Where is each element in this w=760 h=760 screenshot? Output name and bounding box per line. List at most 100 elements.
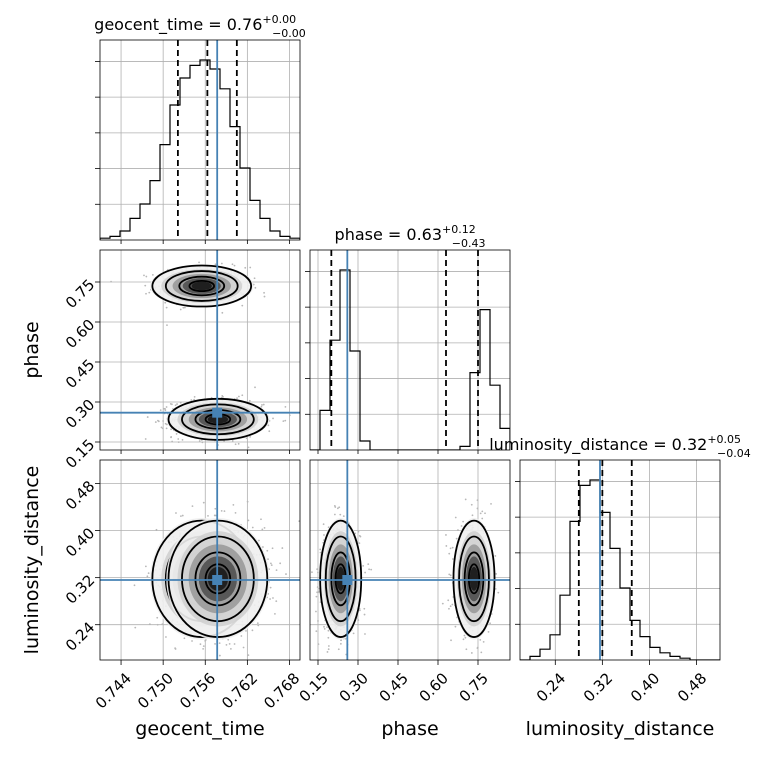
scatter-geocent_time-vs-luminosity_distance — [100, 460, 300, 660]
sample-point — [495, 573, 498, 575]
sample-point — [319, 551, 322, 554]
sample-point — [241, 304, 244, 307]
sample-point — [249, 266, 252, 269]
sample-point — [441, 602, 444, 605]
y-tick-label-phase: 0.45 — [62, 356, 98, 392]
x-axis-label-luminosity_distance: luminosity_distance — [526, 718, 715, 740]
sample-point — [279, 562, 282, 565]
x-tick-label-luminosity_distance: 0.48 — [674, 669, 710, 705]
sample-point — [323, 534, 325, 536]
sample-point — [319, 548, 322, 551]
sample-point — [342, 515, 345, 518]
sample-point — [202, 501, 205, 504]
sample-point — [481, 517, 484, 520]
sample-point — [318, 590, 321, 593]
sample-point — [323, 625, 325, 628]
sample-point — [494, 555, 497, 557]
sample-point — [482, 640, 485, 643]
contour-line — [188, 279, 216, 293]
title-plus: +0.00 — [262, 13, 296, 26]
sample-point — [246, 500, 249, 503]
sample-point — [134, 626, 137, 629]
sample-point — [333, 513, 336, 516]
sample-point — [479, 512, 482, 515]
sample-point — [260, 405, 263, 408]
sample-point — [160, 426, 163, 429]
title-minus: −0.43 — [452, 237, 486, 250]
sample-point — [182, 306, 185, 309]
sample-point — [449, 605, 452, 608]
sample-point — [357, 619, 360, 621]
sample-point — [454, 516, 457, 519]
contour-line — [463, 551, 485, 607]
sample-point — [220, 509, 223, 512]
sample-point — [323, 628, 326, 630]
sample-point — [363, 613, 366, 616]
sample-point — [177, 438, 180, 440]
sample-point — [261, 404, 263, 406]
sample-point — [448, 573, 451, 576]
y-tick-label-luminosity_distance: 0.24 — [62, 618, 98, 654]
sample-point — [202, 647, 205, 650]
sample-point — [232, 504, 235, 506]
sample-point — [462, 520, 465, 523]
sample-point — [284, 419, 287, 422]
sample-point — [257, 624, 260, 627]
sample-point — [268, 430, 271, 433]
x-tick-label-luminosity_distance: 0.40 — [627, 669, 663, 705]
sample-point — [164, 422, 167, 425]
density-level — [469, 566, 479, 591]
sample-point — [465, 648, 468, 651]
diag-frame-geocent_time — [99, 39, 301, 241]
sample-point — [363, 607, 366, 610]
sample-point — [311, 571, 313, 574]
sample-point — [183, 637, 186, 640]
contour-line — [319, 519, 363, 638]
y-tick-label-luminosity_distance: 0.48 — [62, 477, 98, 513]
x-tick-label-phase: 0.45 — [376, 669, 412, 705]
sample-point — [454, 625, 457, 628]
sample-point — [245, 437, 248, 440]
sample-point — [154, 421, 157, 423]
sample-point — [177, 441, 180, 444]
sample-point — [457, 529, 459, 531]
sample-point — [162, 420, 165, 422]
sample-point — [247, 519, 250, 522]
sample-point — [284, 405, 287, 408]
sample-point — [445, 534, 447, 536]
y-axis-label-luminosity_distance: luminosity_distance — [21, 466, 43, 655]
sample-point — [165, 406, 168, 408]
scatter-phase-vs-luminosity_distance — [310, 460, 510, 660]
sample-point — [144, 565, 147, 568]
truth-marker — [342, 575, 353, 585]
sample-point — [460, 525, 463, 527]
sample-point — [254, 386, 256, 389]
sample-point — [334, 506, 337, 508]
sample-point — [242, 646, 245, 649]
sample-point — [170, 428, 172, 431]
sample-point — [338, 506, 341, 509]
sample-point — [175, 512, 177, 514]
sample-point — [166, 324, 168, 327]
sample-point — [358, 542, 361, 545]
sample-point — [164, 409, 167, 412]
sample-point — [248, 399, 251, 402]
sample-point — [218, 654, 221, 657]
title-plus: +0.12 — [442, 223, 476, 236]
sample-point — [220, 262, 223, 265]
sample-point — [214, 507, 217, 510]
sample-point — [221, 311, 224, 314]
sample-point — [174, 404, 177, 407]
sample-point — [358, 534, 361, 537]
panel-title-geocent_time: geocent_time = 0.76+0.00 −0.00 — [94, 13, 306, 40]
sample-point — [339, 513, 342, 516]
sample-point — [214, 643, 216, 645]
sample-point — [233, 264, 236, 267]
histogram-geocent_time — [100, 59, 300, 240]
contour-line — [324, 535, 357, 623]
sample-point — [144, 284, 147, 287]
sample-point — [165, 636, 167, 638]
sample-point — [489, 622, 492, 625]
